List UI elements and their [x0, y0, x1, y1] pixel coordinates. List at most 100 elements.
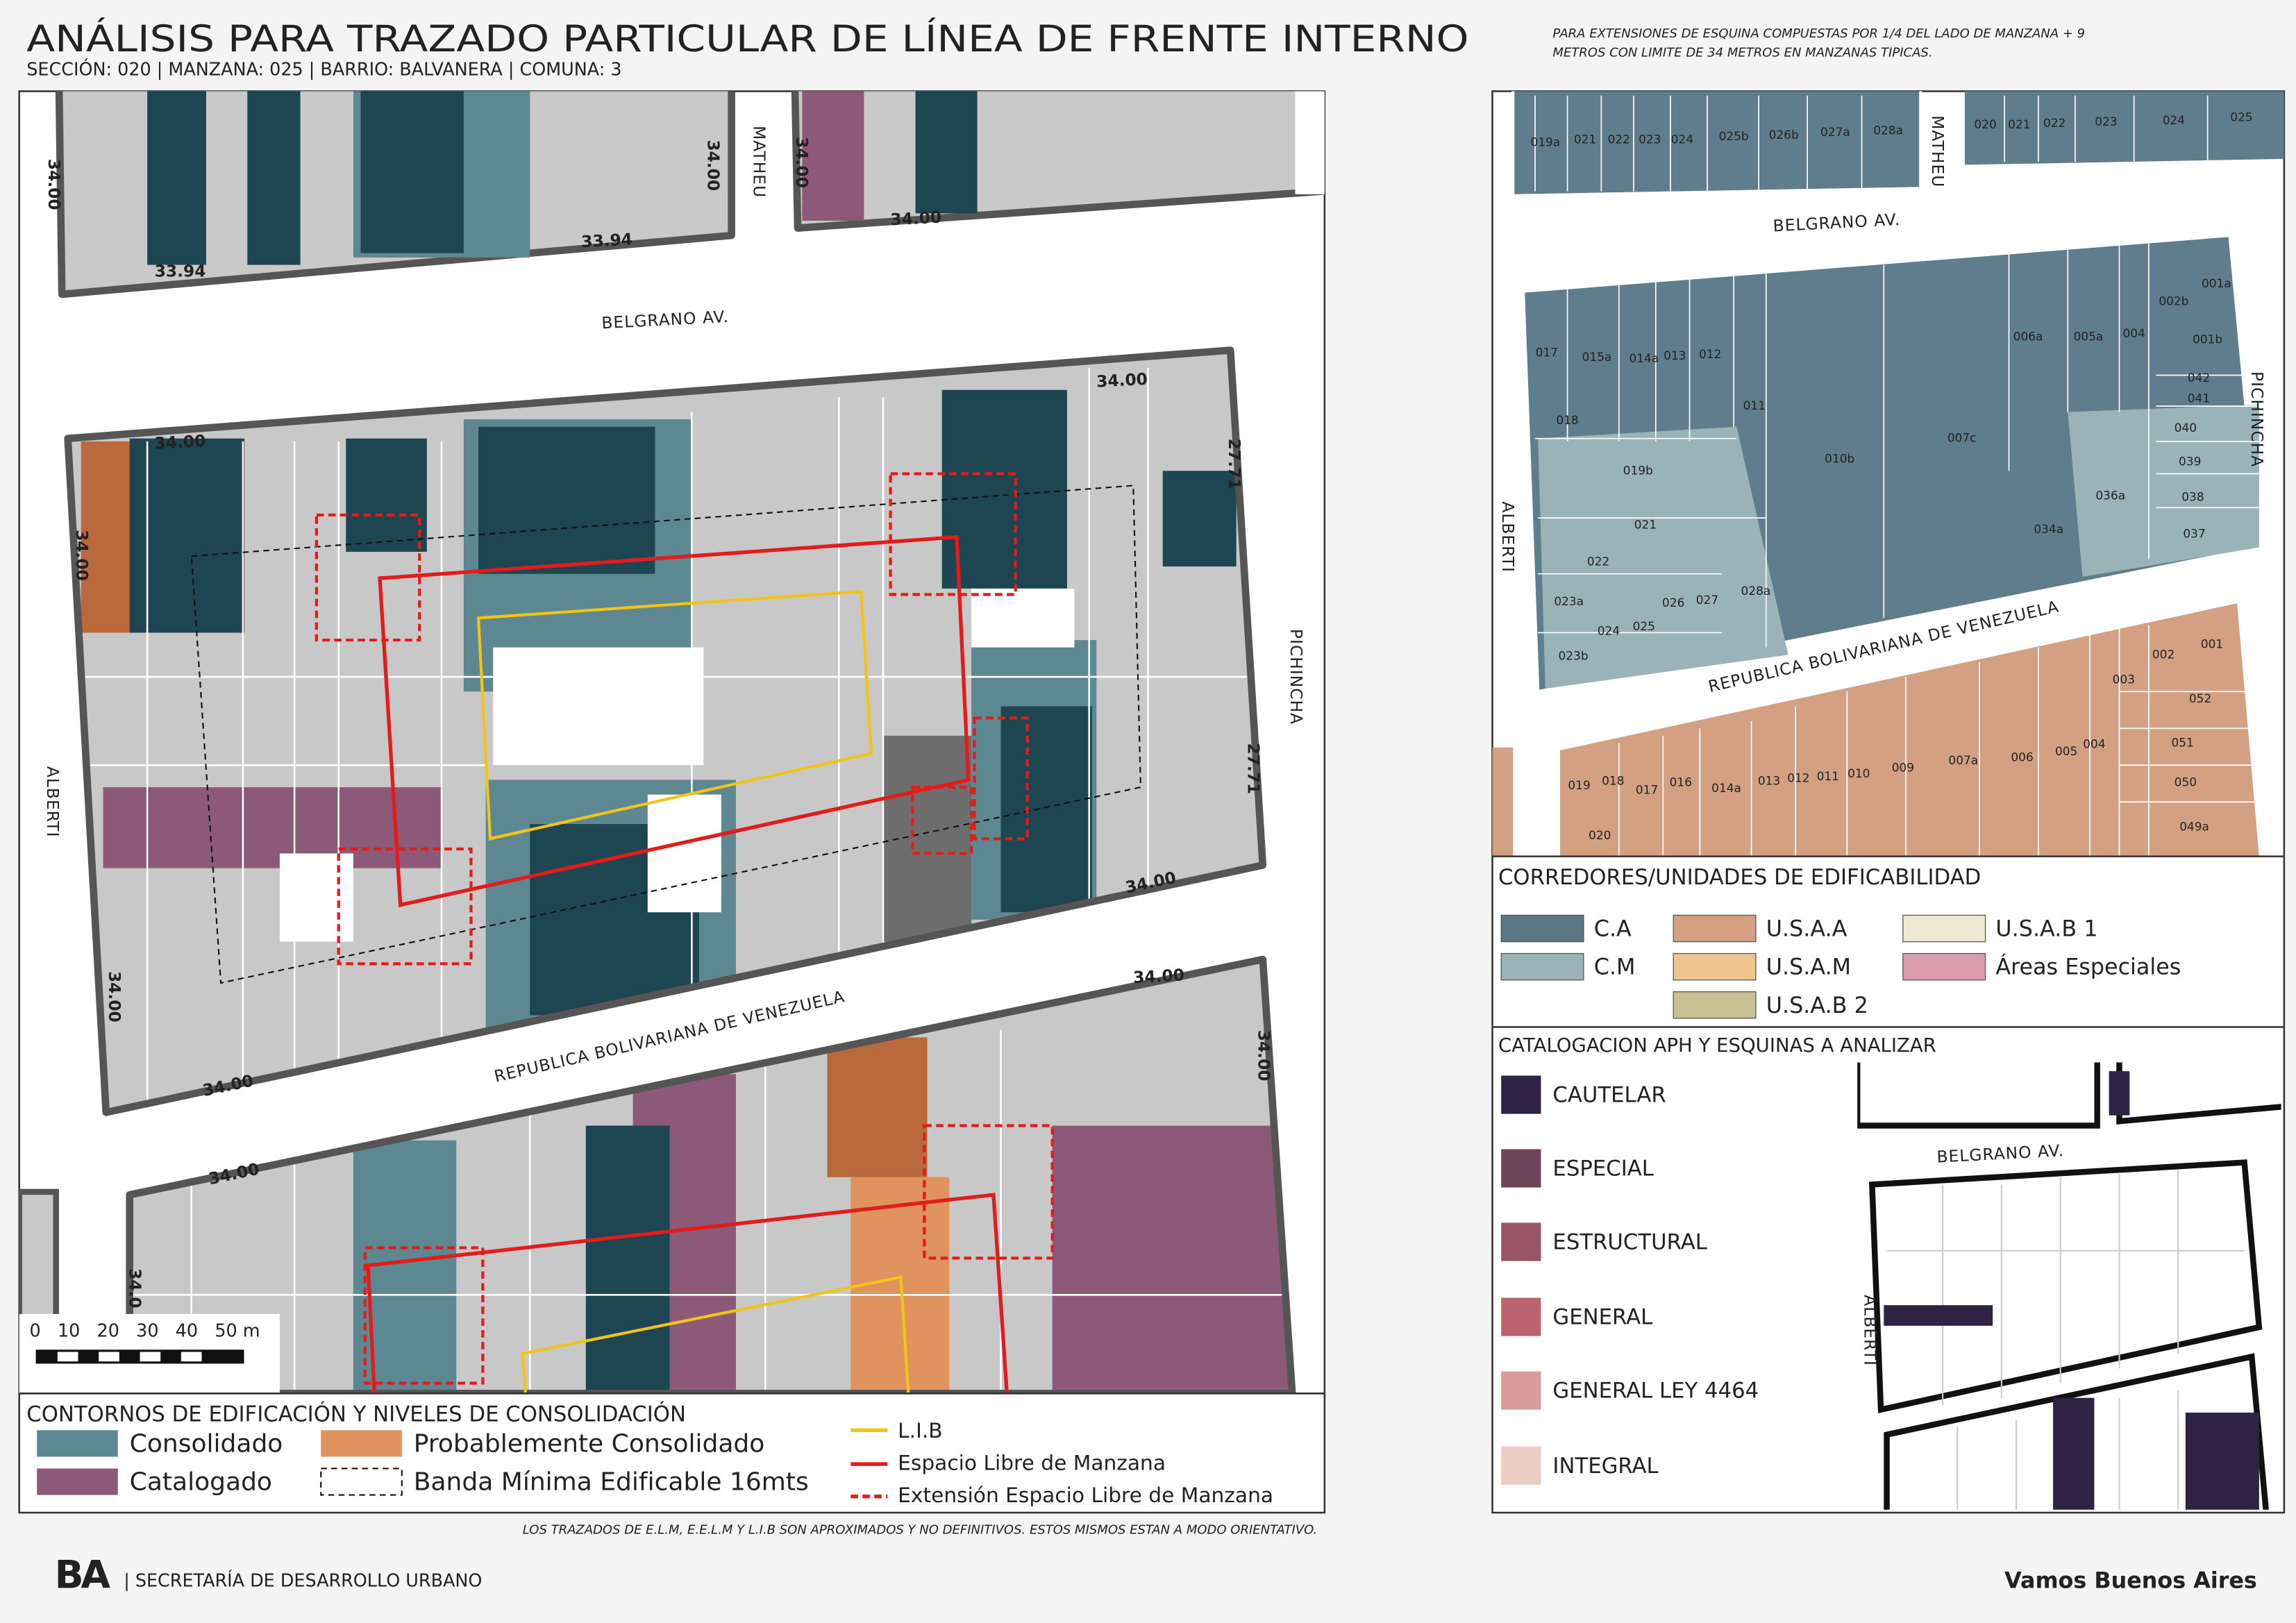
legend-label: Catalogado — [130, 1468, 272, 1497]
note: METROS CON LIMITE DE 34 METROS EN MANZAN… — [1552, 45, 1932, 60]
dimension-label: 34.00 — [105, 971, 124, 1023]
free-space — [366, 1193, 1009, 1394]
building — [585, 1125, 670, 1394]
corridor-usaa — [1560, 603, 2259, 857]
parcel-label: 049a — [2179, 819, 2209, 833]
note: PARA EXTENSIONES DE ESQUINA COMPUESTAS P… — [1552, 26, 2085, 41]
parcel-label: 052 — [2189, 691, 2211, 705]
street-label: ALBERTI — [43, 766, 62, 838]
parcel-label: 026 — [1662, 596, 1684, 609]
legend-label: INTEGRAL — [1552, 1454, 1658, 1479]
title: ANÁLISIS PARA TRAZADO PARTICULAR DE LÍNE… — [26, 17, 1468, 60]
legend-label: Consolidado — [130, 1430, 283, 1458]
building — [802, 91, 864, 221]
corridor-cm — [1538, 426, 1788, 689]
inset-block — [1868, 1159, 2263, 1413]
parcel-label: 001 — [2201, 637, 2223, 650]
parcel-label: 041 — [2188, 391, 2210, 405]
dimension-label: 34.00 — [44, 159, 63, 210]
building — [247, 91, 301, 265]
legend-label: Banda Mínima Edificable 16mts — [414, 1468, 809, 1497]
dimension-label: 34.0 — [126, 1268, 144, 1308]
parcel-label: 007a — [1948, 753, 1978, 767]
parcel-label: 024 — [2163, 113, 2185, 127]
legend-label: GENERAL LEY 4464 — [1552, 1379, 1759, 1404]
parcel-label: 018 — [1602, 774, 1624, 788]
open-space — [279, 853, 353, 942]
parcel-label: 036a — [2095, 488, 2125, 502]
open-space — [493, 647, 704, 766]
parcel-label: 004 — [2123, 326, 2145, 340]
legend-title: CONTORNOS DE EDIFICACIÓN Y NIVELES DE CO… — [26, 1402, 686, 1427]
block — [1511, 91, 1922, 198]
legend-label: C.M — [1594, 955, 1636, 980]
building — [827, 1037, 928, 1177]
free-space-extension — [363, 1124, 1054, 1385]
parcel-label: 022 — [1608, 132, 1630, 146]
parcel-label: 039 — [2179, 455, 2201, 469]
parcel-lines — [129, 1029, 1293, 1394]
building — [129, 438, 245, 633]
parcel-label: 022 — [1587, 555, 1609, 569]
legend-label: U.S.A.B 1 — [1995, 916, 2097, 942]
inset-catalog — [2109, 1071, 2130, 1116]
legend-label: Áreas Especiales — [1995, 954, 2181, 980]
swatch — [1501, 1297, 1541, 1336]
parcel-label: 017 — [1636, 782, 1658, 796]
inset-parcels — [1886, 1170, 2245, 1510]
legend-label: Espacio Libre de Manzana — [898, 1451, 1166, 1475]
building — [941, 389, 1067, 589]
legend-label: C.A — [1594, 916, 1632, 942]
parcel-label: 005a — [2074, 329, 2104, 343]
parcel-label: 025 — [2230, 110, 2252, 124]
parcel-label: 037 — [2183, 526, 2205, 540]
building — [1000, 706, 1092, 913]
dimension-label: 34.00 — [1133, 966, 1185, 987]
parcel-label: 002b — [2159, 294, 2188, 308]
parcel-label: 019b — [1623, 463, 1653, 477]
swatch — [1501, 1446, 1541, 1485]
parcel-label: 016 — [1670, 775, 1692, 789]
swatch — [1902, 952, 1986, 981]
parcel-label: 021 — [1574, 132, 1596, 146]
free-space — [378, 535, 971, 907]
parcel-label: 019a — [1530, 135, 1560, 149]
street-label: PICHINCHA — [1287, 629, 1305, 725]
street-label: MATHEU — [1928, 115, 1947, 187]
parcel-label: 020 — [1974, 117, 1996, 131]
dimension-label: 27.71 — [1243, 743, 1262, 794]
building — [478, 426, 655, 574]
street-label: MATHEU — [749, 126, 768, 198]
parcel-label: 025 — [1633, 619, 1655, 633]
swatch — [37, 1430, 118, 1457]
right-map — [1492, 91, 2284, 857]
parcel-label: 051 — [2171, 735, 2193, 749]
inset-block — [1884, 1353, 2269, 1510]
parcel-label: 013 — [1758, 774, 1780, 788]
swatch — [1500, 952, 1584, 981]
swatch — [321, 1430, 402, 1457]
parcel-label: 023 — [1639, 132, 1661, 146]
building — [147, 91, 206, 265]
parcel-label: 028a — [1741, 584, 1771, 598]
parcel-label: 005 — [2055, 744, 2077, 758]
dimension-label: 27.71 — [1225, 439, 1243, 490]
parcel-label: 015a — [1582, 350, 1612, 364]
street — [1295, 91, 1325, 194]
legend-title: CATALOGACION APH Y ESQUINAS A ANALIZAR — [1498, 1034, 1936, 1057]
subtitle: SECCIÓN: 020 | MANZANA: 025 | BARRIO: BA… — [26, 59, 621, 80]
parcel-label: 014a — [1711, 781, 1741, 795]
dimension-label: 34.00 — [890, 208, 942, 230]
legend-title: CORREDORES/UNIDADES DE EDIFICABILIDAD — [1498, 865, 1981, 890]
parcel-label: 010 — [1847, 766, 1870, 780]
inset-map — [1857, 1062, 2281, 1510]
parcel-label: 026b — [1769, 128, 1799, 142]
building — [81, 441, 133, 633]
inset-catalog — [2185, 1412, 2259, 1510]
corridor-cm — [2068, 404, 2259, 577]
legend-label: U.S.A.B 2 — [1766, 993, 1868, 1018]
building — [1052, 1125, 1293, 1394]
inset-catalog — [1884, 1305, 1993, 1326]
corridors-legend: C.A U.S.A.A U.S.A.B 1 C.M U.S.A.M Áreas Espec… — [1500, 914, 2181, 1019]
